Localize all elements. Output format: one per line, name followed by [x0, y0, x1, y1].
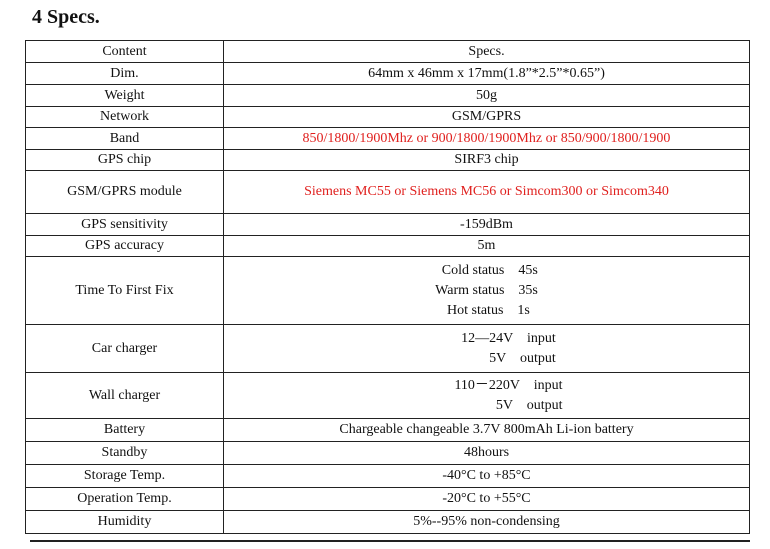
table-row: GSM/GPRS module Siemens MC55 or Siemens M… [25, 170, 750, 214]
row-value: 850/1800/1900Mhz or 900/1800/1900Mhz or … [223, 127, 750, 150]
table-row: Car charger 12—24V input 5V output [25, 324, 750, 373]
row-label: GPS chip [25, 149, 224, 171]
row-value: Siemens MC55 or Siemens MC56 or Simcom30… [223, 170, 750, 214]
row-label: Time To First Fix [25, 256, 224, 325]
specs-table: Content Specs. Dim. 64mm x 46mm x 17mm(1.8… [25, 40, 750, 534]
row-value: Chargeable changeable 3.7V 800mAh Li-ion… [223, 418, 750, 442]
row-label: Operation Temp. [25, 487, 224, 511]
row-value: 110－220V input 5V output [223, 372, 750, 419]
table-row: Storage Temp. -40°C to +85°C [25, 464, 750, 488]
row-value: SIRF3 chip [223, 149, 750, 171]
ttff-hot: Hot status 1s [447, 302, 530, 318]
row-label: Weight [25, 84, 224, 107]
table-row: GPS chip SIRF3 chip [25, 149, 750, 171]
row-value: 5m [223, 235, 750, 257]
table-header-row: Content Specs. [25, 40, 750, 63]
car-input: 12—24V input [461, 330, 556, 346]
row-label: Car charger [25, 324, 224, 373]
table-row: Standby 48hours [25, 441, 750, 465]
table-row: Wall charger 110－220V input 5V output [25, 372, 750, 419]
table-row: Operation Temp. -20°C to +55°C [25, 487, 750, 511]
header-specs: Specs. [223, 40, 750, 63]
row-value: -20°C to +55°C [223, 487, 750, 511]
table-row: Dim. 64mm x 46mm x 17mm(1.8”*2.5”*0.65”) [25, 62, 750, 85]
row-value: Cold status 45s Warm status 35s Hot status… [223, 256, 750, 325]
row-value: 12—24V input 5V output [223, 324, 750, 373]
table-row: Time To First Fix Cold status 45s Warm sta… [25, 256, 750, 325]
row-value: 5%--95% non-condensing [223, 510, 750, 534]
row-label: Band [25, 127, 224, 150]
row-label: Humidity [25, 510, 224, 534]
row-value: 48hours [223, 441, 750, 465]
row-label: GPS sensitivity [25, 213, 224, 236]
bottom-rule [30, 540, 750, 542]
header-content: Content [25, 40, 224, 63]
row-value: GSM/GPRS [223, 106, 750, 128]
table-row: GPS sensitivity -159dBm [25, 213, 750, 236]
car-output: 5V output [489, 350, 556, 366]
row-label: Standby [25, 441, 224, 465]
row-value: -159dBm [223, 213, 750, 236]
wall-output: 5V output [495, 397, 563, 413]
row-value: 64mm x 46mm x 17mm(1.8”*2.5”*0.65”) [223, 62, 750, 85]
row-label: GSM/GPRS module [25, 170, 224, 214]
row-label: Battery [25, 418, 224, 442]
section-title: 4 Specs. [32, 6, 100, 28]
ttff-cold: Cold status 45s [441, 262, 538, 278]
ttff-warm: Warm status 35s [435, 282, 538, 298]
table-row: Weight 50g [25, 84, 750, 107]
table-row: Humidity 5%--95% non-condensing [25, 510, 750, 534]
row-label: Wall charger [25, 372, 224, 419]
row-label: Dim. [25, 62, 224, 85]
row-label: GPS accuracy [25, 235, 224, 257]
table-row: Network GSM/GPRS [25, 106, 750, 128]
table-row: Battery Chargeable changeable 3.7V 800mAh… [25, 418, 750, 442]
row-value: 50g [223, 84, 750, 107]
wall-input: 110－220V input [454, 377, 563, 393]
table-row: Band 850/1800/1900Mhz or 900/1800/1900Mhz… [25, 127, 750, 150]
row-value: -40°C to +85°C [223, 464, 750, 488]
table-row: GPS accuracy 5m [25, 235, 750, 257]
row-label: Storage Temp. [25, 464, 224, 488]
row-label: Network [25, 106, 224, 128]
